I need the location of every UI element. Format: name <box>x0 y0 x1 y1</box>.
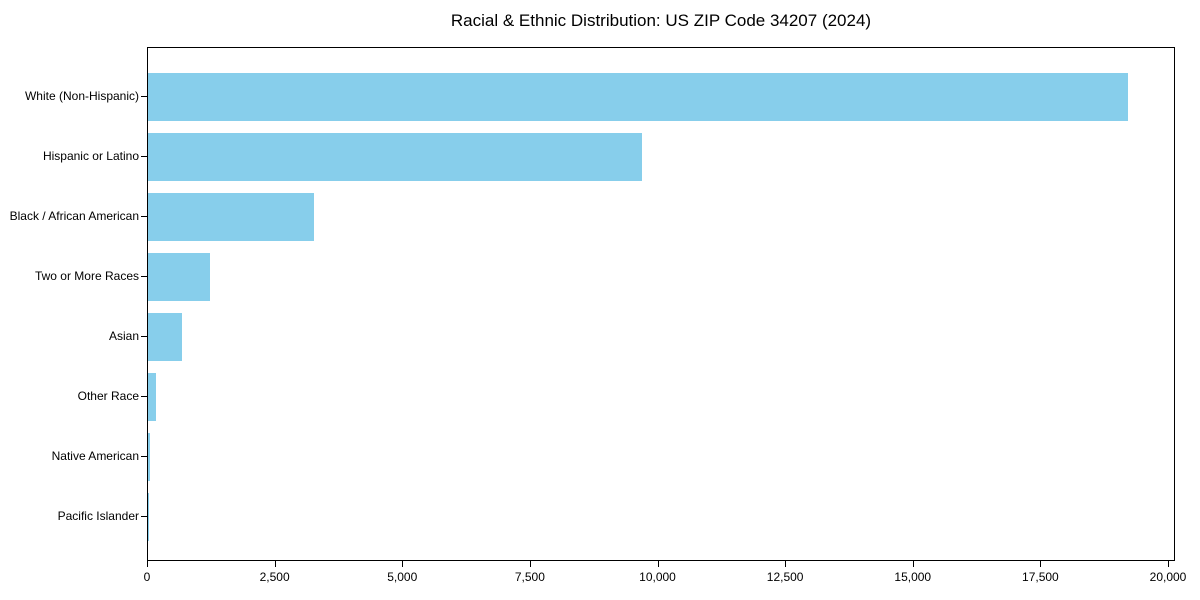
bar-pacific-islander <box>148 493 149 541</box>
bar-other-race <box>148 373 157 421</box>
y-tick-label-black-african-american: Black / African American <box>9 209 139 223</box>
y-tick-mark <box>141 336 147 337</box>
y-tick-mark <box>141 276 147 277</box>
x-tick-label-12500: 12,500 <box>766 570 804 584</box>
y-axis-labels: White (Non-Hispanic) Hispanic or Latino Bl… <box>0 47 147 561</box>
x-tick-label-10000: 10,000 <box>639 570 676 584</box>
bar-hispanic-or-latino <box>148 133 642 181</box>
y-tick-label-pacific-islander: Pacific Islander <box>57 509 139 523</box>
bar-native-american <box>148 433 150 481</box>
x-tick-label-20000: 20,000 <box>1149 570 1187 584</box>
x-tick-label-5000: 5,000 <box>387 570 418 584</box>
x-tick-mark <box>402 561 404 567</box>
x-tick-mark <box>529 561 531 567</box>
x-tick-label-15000: 15,000 <box>894 570 932 584</box>
y-tick-label-native-american: Native American <box>51 449 139 463</box>
x-tick-mark <box>1168 561 1169 567</box>
y-tick-label-two-or-more-races: Two or More Races <box>34 269 139 283</box>
y-tick-label-white-non-hispanic: White (Non-Hispanic) <box>24 89 139 103</box>
y-tick-mark <box>141 516 147 517</box>
plot-area <box>147 47 1175 561</box>
y-tick-mark <box>141 396 147 397</box>
y-tick-mark <box>141 96 147 97</box>
y-tick-label-hispanic-or-latino: Hispanic or Latino <box>42 149 139 163</box>
x-tick-mark <box>657 561 659 567</box>
x-tick-mark <box>147 561 148 567</box>
y-tick-mark <box>141 456 147 457</box>
bar-black-african-american <box>148 193 314 241</box>
x-tick-label-0: 0 <box>143 570 151 584</box>
y-tick-label-asian: Asian <box>108 329 139 343</box>
x-tick-mark <box>785 561 787 567</box>
bar-asian <box>148 313 182 361</box>
x-tick-label-17500: 17,500 <box>1022 570 1059 584</box>
y-tick-label-other-race: Other Race <box>77 389 139 403</box>
x-tick-label-2500: 2,500 <box>259 570 290 584</box>
y-tick-mark <box>141 156 147 157</box>
x-tick-label-7500: 7,500 <box>514 570 545 584</box>
y-tick-mark <box>141 216 147 217</box>
x-tick-mark <box>912 561 914 567</box>
bar-white-non-hispanic <box>148 73 1129 121</box>
chart-title: Racial & Ethnic Distribution: US ZIP Cod… <box>450 11 872 30</box>
x-tick-mark <box>1040 561 1042 567</box>
bar-two-or-more-races <box>148 253 210 301</box>
x-axis-ticks: 0 2,500 5,000 7,500 10,000 12,500 15,000 17,500… <box>143 561 1186 591</box>
x-tick-mark <box>274 561 276 567</box>
